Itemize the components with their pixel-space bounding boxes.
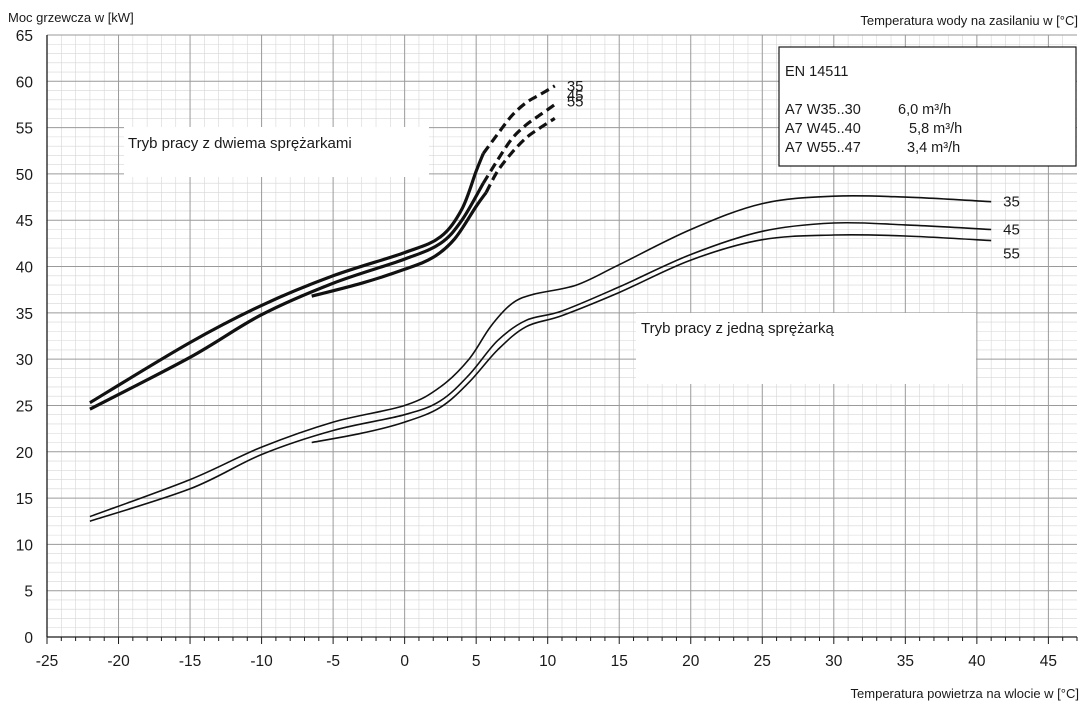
x-tick-label: -15 [179,653,201,670]
curve-label-two-55: 55 [567,93,584,110]
info-row-1-condition: A7 W35..30 [785,102,861,118]
annotation-mask-one [636,313,976,384]
y-tick-label: 5 [24,584,33,601]
annotation-one-compressor: Tryb pracy z jedną sprężarką [641,320,835,337]
x-tick-label: -20 [107,653,130,670]
x-tick-label: 20 [682,653,700,670]
info-row-3-condition: A7 W55..47 [785,140,861,156]
curves [89,84,992,522]
annotation-two-compressors: Tryb pracy z dwiema sprężarkami [128,135,352,152]
x-tick-label: 15 [611,653,628,670]
y-tick-label: 15 [16,491,33,508]
curve-one-35 [89,194,992,518]
annotation-mask-two [124,127,429,177]
y-axis-title: Moc grzewcza w [kW] [8,10,134,25]
curve-label-one-45: 45 [1003,221,1020,238]
curve-label-two-45: 45 [567,87,584,104]
curve-label-two-35: 35 [567,78,584,95]
y-tick-label: 25 [16,398,33,415]
info-row-2-flow: 5,8 m³/h [909,121,962,137]
info-box-title: EN 14511 [785,64,848,80]
x-tick-label: -5 [326,653,340,670]
x-tick-label: 30 [825,653,843,670]
curve-two-45 [89,182,485,411]
curve-two-35 [89,152,485,405]
x-tick-label: -10 [250,653,273,670]
annotation-masks [124,127,976,384]
curve-two-55 [311,191,488,298]
x-tick-label: -25 [36,653,58,670]
curve-label-one-55: 55 [1003,246,1020,263]
x-tick-label: 25 [754,653,771,670]
curve-one-45 [89,221,992,522]
y-tick-label: 10 [16,537,34,554]
info-row-1-flow: 6,0 m³/h [898,102,951,118]
x-tick-label: 5 [472,653,481,670]
x-axis-title: Temperatura powietrza na wlocie w [°C] [851,686,1079,701]
tick-labels: -25 -20 -15 -10 -5 0 5 10 15 20 25 30 35 40 45 0 5 10 15 20… [16,28,1057,670]
y-tick-label: 60 [16,74,34,91]
en14511-info-box: EN 14511 A7 W35..30 6,0 m³/h A7 W45..40 … [778,46,1077,167]
y-tick-label: 55 [16,121,33,138]
plot-frame [46,35,1078,644]
y-tick-label: 35 [16,306,33,323]
x-tick-label: 0 [400,653,409,670]
curve-label-one-35: 35 [1003,194,1020,211]
curve-two-35-dashed [482,84,556,155]
info-row-3-flow: 3,4 m³/h [907,140,960,156]
x-tick-label: 40 [968,653,986,670]
curve-two-45-dashed [481,103,556,185]
y-tick-label: 65 [16,28,33,45]
y-tick-label: 20 [16,445,34,462]
info-row-2-condition: A7 W45..40 [785,121,861,137]
x-tick-label: 10 [539,653,557,670]
y-tick-label: 0 [24,630,33,647]
x-tick-label: 35 [897,653,914,670]
curve-two-55-dashed [484,117,556,194]
y-tick-label: 45 [16,213,33,230]
legend-title: Temperatura wody na zasilaniu w [°C] [860,13,1078,28]
y-tick-label: 50 [16,167,34,184]
x-tick-label: 45 [1040,653,1057,670]
y-tick-label: 40 [16,260,34,277]
y-tick-label: 30 [16,352,34,369]
curve-one-55 [311,233,992,444]
